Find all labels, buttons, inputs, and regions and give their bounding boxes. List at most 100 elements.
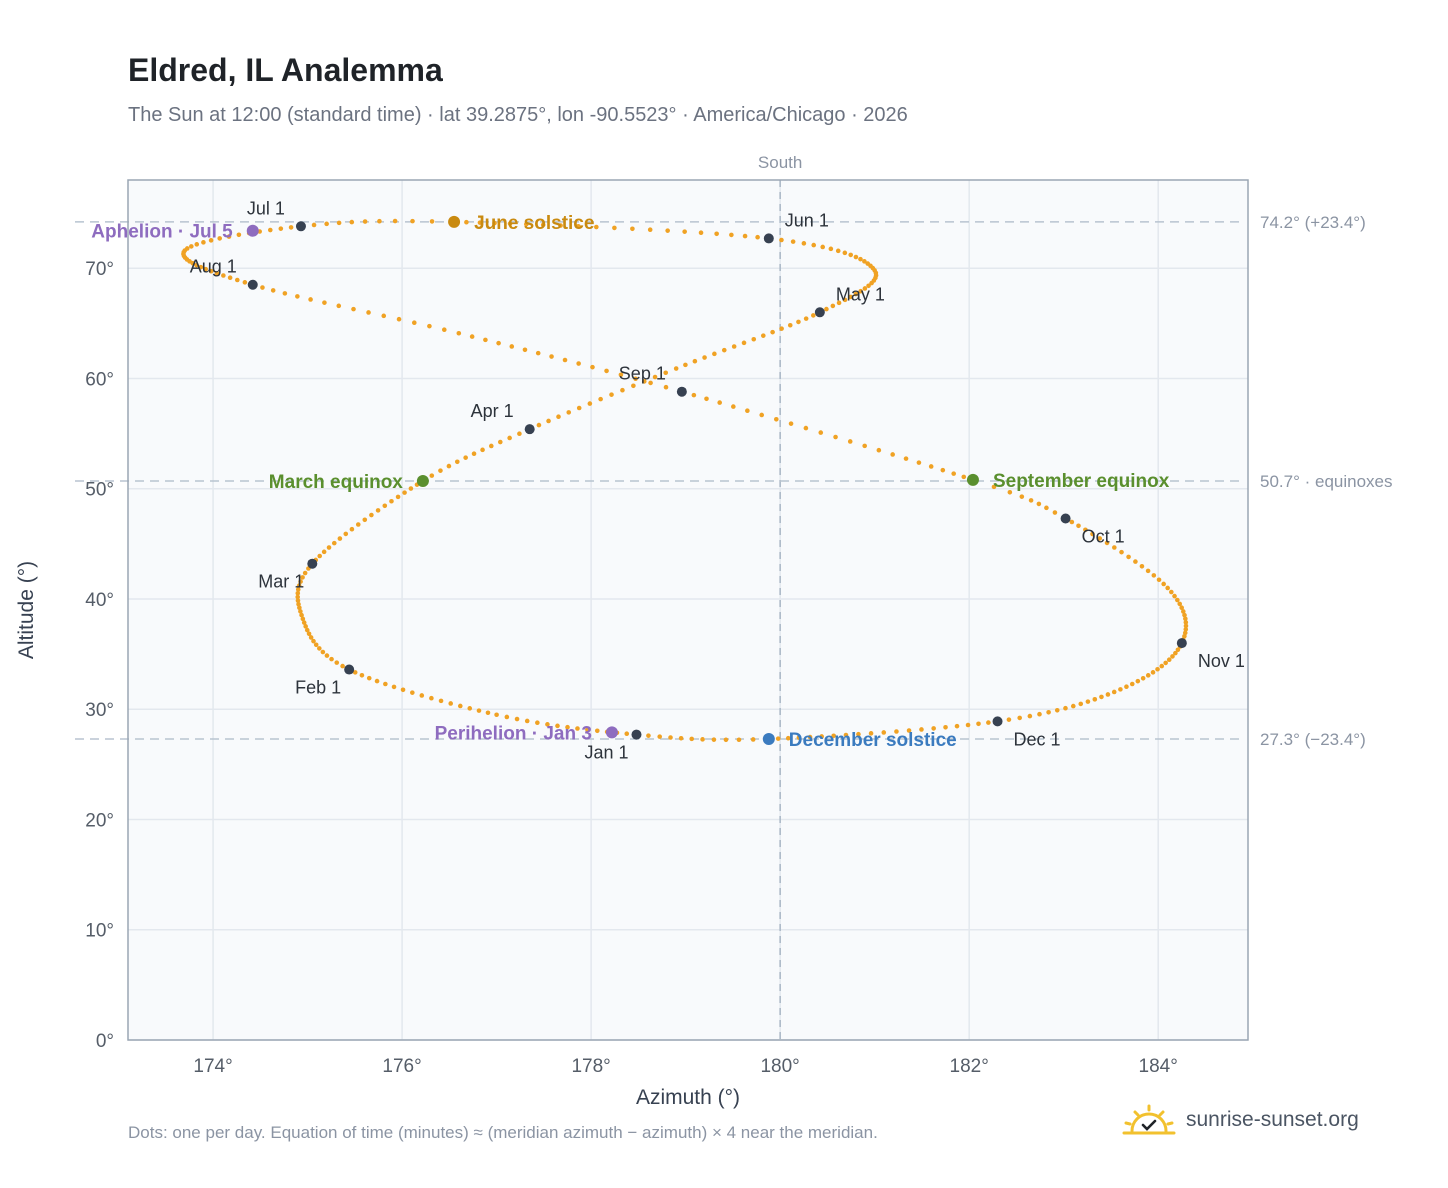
analemma-day-dot: [1090, 531, 1095, 537]
analemma-day-dot: [1019, 494, 1025, 499]
analemma-day-dot: [692, 358, 698, 364]
analemma-day-dot: [1183, 627, 1189, 632]
event-label: June solstice: [474, 213, 594, 234]
y-axis-label: Altitude (°): [15, 561, 38, 659]
analemma-day-dot: [1183, 616, 1188, 622]
event-marker: [448, 215, 461, 228]
analemma-day-dot: [689, 736, 695, 742]
analemma-day-dot: [612, 225, 617, 231]
x-tick-label: 178°: [571, 1056, 610, 1077]
analemma-day-dot: [556, 414, 561, 419]
analemma-day-dot: [419, 693, 425, 698]
analemma-day-dot: [400, 687, 406, 693]
x-tick-label: 182°: [950, 1056, 989, 1077]
analemma-day-dot: [260, 285, 265, 290]
analemma-day-dot: [646, 733, 651, 738]
analemma-day-dot: [201, 240, 206, 245]
analemma-day-dot: [374, 678, 380, 684]
analemma-day-dot: [1166, 657, 1172, 662]
analemma-day-dot: [624, 731, 630, 737]
analemma-day-dot: [1163, 660, 1168, 666]
analemma-day-dot: [842, 297, 848, 303]
month-marker: [631, 729, 642, 740]
analemma-day-dot: [803, 316, 809, 321]
analemma-day-dot: [389, 498, 394, 504]
analemma-day-dot: [337, 536, 343, 541]
analemma-day-dot: [1161, 581, 1166, 587]
analemma-day-dot: [779, 326, 784, 331]
analemma-day-dot: [773, 416, 779, 422]
analemma-day-dot: [1182, 630, 1188, 636]
analemma-day-dot: [329, 656, 334, 662]
analemma-day-dot: [1179, 605, 1184, 611]
analemma-day-dot: [835, 248, 841, 254]
analemma-day-dot: [190, 260, 196, 266]
analemma-day-dot: [349, 526, 355, 532]
x-axis-label: Azimuth (°): [636, 1086, 740, 1109]
analemma-day-dot: [943, 724, 948, 730]
month-marker: [295, 221, 306, 232]
analemma-day-dot: [811, 242, 817, 248]
analemma-day-dot: [736, 737, 742, 743]
analemma-day-dot: [824, 306, 829, 312]
analemma-day-dot: [721, 347, 727, 353]
analemma-day-dot: [558, 223, 563, 228]
month-label: Oct 1: [1082, 526, 1125, 546]
month-label: Sep 1: [619, 364, 666, 384]
analemma-day-dot: [865, 261, 871, 266]
month-marker: [676, 386, 687, 397]
analemma-day-dot: [575, 726, 580, 731]
analemma-day-dot: [954, 723, 960, 729]
analemma-day-dot: [483, 337, 488, 343]
analemma-day-dot: [711, 737, 717, 742]
analemma-day-dot: [745, 408, 750, 414]
analemma-day-dot: [536, 422, 542, 428]
analemma-day-dot: [576, 405, 582, 411]
analemma-day-dot: [831, 733, 836, 739]
analemma-day-dot: [549, 354, 554, 359]
analemma-day-dot: [438, 698, 444, 704]
analemma-day-dot: [278, 226, 284, 231]
analemma-day-dot: [700, 737, 705, 742]
analemma-day-dot: [961, 474, 967, 480]
analemma-day-dot: [555, 723, 560, 729]
analemma-day-dot: [1159, 663, 1165, 669]
analemma-day-dot: [1180, 609, 1186, 614]
analemma-day-dot: [712, 351, 717, 357]
chart-title: Eldred, IL Analemma: [128, 52, 443, 88]
month-label: Jun 1: [785, 210, 829, 230]
analemma-day-dot: [282, 291, 288, 296]
analemma-day-dot: [270, 288, 276, 293]
analemma-day-dot: [242, 280, 248, 285]
analemma-day-dot: [343, 531, 349, 537]
analemma-day-dot: [410, 218, 415, 224]
analemma-day-dot: [349, 219, 355, 225]
analemma-day-dot: [351, 306, 356, 312]
analemma-day-dot: [375, 508, 381, 513]
analemma-day-dot: [509, 344, 515, 349]
analemma-day-dot: [295, 294, 300, 299]
analemma-day-dot: [311, 638, 316, 644]
analemma-day-dot: [1139, 563, 1145, 569]
analemma-day-dot: [833, 434, 838, 440]
y-tick-label: 40°: [85, 590, 114, 611]
analemma-day-dot: [796, 735, 802, 740]
analemma-day-dot: [1170, 654, 1175, 659]
x-tick-label: 180°: [760, 1056, 799, 1077]
reference-line-label: 27.3° (−23.4°): [1260, 730, 1366, 749]
analemma-day-dot: [1076, 523, 1081, 529]
analemma-day-dot: [366, 310, 371, 315]
analemma-day-dot: [704, 396, 709, 402]
analemma-day-dot: [916, 460, 922, 465]
analemma-day-dot: [731, 344, 737, 349]
analemma-day-dot: [535, 720, 540, 726]
analemma-day-dot: [866, 283, 871, 289]
month-marker: [307, 558, 318, 569]
analemma-day-dot: [1177, 601, 1183, 607]
analemma-day-dot: [788, 421, 794, 426]
analemma-day-dot: [785, 735, 791, 741]
analemma-day-dot: [457, 703, 463, 709]
analemma-day-dot: [779, 237, 784, 243]
analemma-day-dot: [991, 484, 997, 490]
brand[interactable]: sunrise-sunset.org: [1122, 1104, 1359, 1136]
